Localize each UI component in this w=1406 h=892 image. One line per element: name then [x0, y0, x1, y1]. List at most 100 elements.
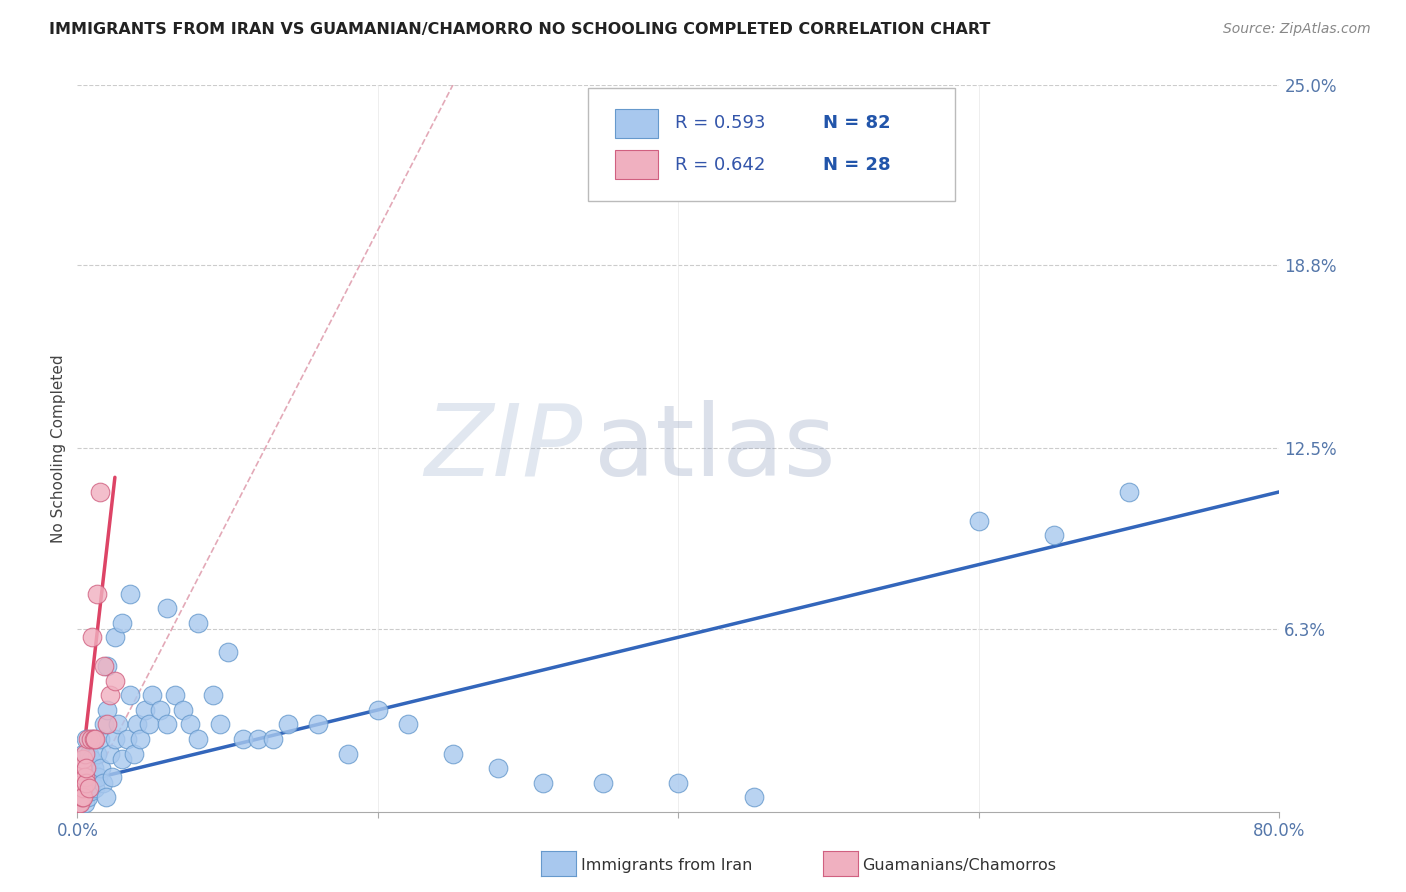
Point [69, 796, 91, 810]
Point [129, 731, 152, 746]
Point [72, 790, 94, 805]
Point [86, 587, 108, 601]
Point [69, 781, 91, 796]
Point [82, 731, 104, 746]
Point [80, 752, 103, 766]
Point [111, 752, 134, 766]
Point [73, 796, 96, 810]
Point [441, 747, 464, 761]
Point [104, 731, 127, 746]
Point [101, 770, 124, 784]
Point [72, 775, 94, 789]
Point [89, 484, 111, 499]
Point [141, 689, 163, 703]
Point [201, 689, 224, 703]
Point [72, 781, 94, 796]
Point [89, 731, 111, 746]
Text: N = 82: N = 82 [823, 114, 890, 132]
Point [967, 514, 990, 528]
Point [246, 731, 269, 746]
Point [67, 775, 90, 789]
Point [86, 747, 108, 761]
Point [72, 747, 94, 761]
Point [104, 673, 127, 688]
Point [1118, 484, 1140, 499]
Point [84, 781, 107, 796]
Point [79, 781, 101, 796]
Point [100, 747, 122, 761]
Point [75, 761, 97, 775]
Point [127, 717, 149, 731]
Text: N = 28: N = 28 [823, 156, 890, 174]
Point [668, 775, 690, 789]
Point [69, 781, 91, 796]
FancyBboxPatch shape [588, 88, 955, 201]
Point [115, 731, 138, 746]
Point [209, 717, 232, 731]
Point [83, 731, 105, 746]
Point [90, 761, 112, 775]
Point [73, 770, 96, 784]
Point [75, 775, 97, 789]
Point [67, 790, 90, 805]
Point [73, 784, 96, 798]
Text: ZIP: ZIP [425, 400, 582, 497]
Bar [614, 150, 658, 179]
Point [107, 717, 129, 731]
Point [73, 752, 96, 766]
Point [82, 775, 104, 789]
Point [80, 784, 103, 798]
Point [232, 731, 254, 746]
Point [79, 770, 101, 784]
Point [1043, 528, 1066, 542]
Point [262, 731, 284, 746]
Point [149, 703, 172, 717]
Point [118, 587, 141, 601]
Point [367, 703, 389, 717]
Text: Immigrants from Iran: Immigrants from Iran [581, 858, 752, 872]
Point [69, 796, 91, 810]
Point [124, 747, 146, 761]
Text: IMMIGRANTS FROM IRAN VS GUAMANIAN/CHAMORRO NO SCHOOLING COMPLETED CORRELATION CH: IMMIGRANTS FROM IRAN VS GUAMANIAN/CHAMOR… [49, 22, 991, 37]
Point [134, 703, 156, 717]
Point [76, 781, 98, 796]
Point [277, 717, 299, 731]
Point [156, 601, 179, 615]
Text: atlas: atlas [595, 400, 837, 497]
Point [70, 775, 93, 789]
Point [70, 790, 93, 805]
Point [172, 703, 194, 717]
Point [76, 731, 98, 746]
Point [69, 770, 91, 784]
Point [87, 770, 110, 784]
Point [138, 717, 160, 731]
Point [486, 761, 509, 775]
Point [75, 731, 97, 746]
Text: Source: ZipAtlas.com: Source: ZipAtlas.com [1223, 22, 1371, 37]
Point [104, 630, 127, 644]
Bar [614, 109, 658, 137]
Point [76, 761, 98, 775]
Point [73, 770, 96, 784]
Point [111, 615, 134, 630]
Text: Guamanians/Chamorros: Guamanians/Chamorros [862, 858, 1056, 872]
Point [79, 747, 101, 761]
Point [156, 717, 179, 731]
Point [100, 689, 122, 703]
Point [94, 790, 117, 805]
Point [84, 731, 107, 746]
Point [72, 752, 94, 766]
Point [592, 775, 614, 789]
Point [742, 790, 765, 805]
Point [187, 615, 209, 630]
Point [93, 717, 115, 731]
Point [96, 703, 118, 717]
Point [396, 717, 419, 731]
Point [96, 717, 118, 731]
Point [67, 796, 90, 810]
Point [73, 747, 96, 761]
Point [83, 761, 105, 775]
Text: R = 0.593: R = 0.593 [675, 114, 765, 132]
Point [179, 717, 201, 731]
Point [70, 761, 93, 775]
